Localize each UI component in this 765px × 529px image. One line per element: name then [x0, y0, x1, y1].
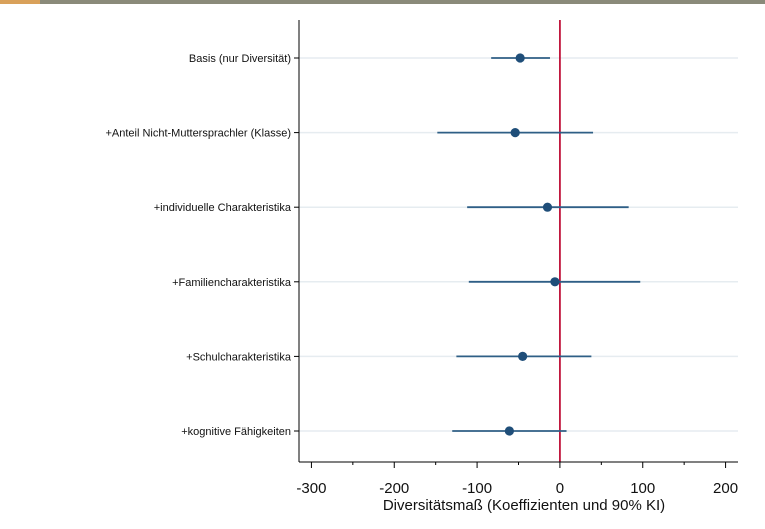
x-tick-label: 200: [713, 480, 738, 497]
point-estimate: [550, 277, 560, 287]
point-estimate: [518, 351, 528, 361]
grid-layer: [299, 57, 738, 432]
series-layer: [437, 53, 641, 436]
x-tick-label: -300: [296, 480, 326, 497]
x-tick-label: 0: [556, 480, 564, 497]
point-estimate: [515, 53, 525, 63]
category-label: +kognitive Fähigkeiten: [181, 426, 291, 438]
top-rule: [0, 0, 765, 4]
category-label: +Schulcharakteristika: [186, 351, 292, 363]
point-estimate: [504, 426, 514, 436]
axis-layer: Basis (nur Diversität) +Anteil Nicht-Mutt…: [105, 20, 738, 497]
category-label: Basis (nur Diversität): [189, 53, 291, 65]
x-tick-label: -100: [462, 480, 492, 497]
x-tick-label: -200: [379, 480, 409, 497]
point-estimate: [510, 128, 520, 138]
x-tick-label: 100: [630, 480, 655, 497]
category-label: +individuelle Charakteristika: [154, 202, 292, 214]
x-axis-title: Diversitätsmaß (Koeffizienten und 90% KI…: [383, 497, 665, 514]
top-accent: [0, 0, 40, 4]
point-estimate: [542, 202, 553, 212]
category-label: +Anteil Nicht-Muttersprachler (Klasse): [105, 128, 291, 140]
category-label: +Familiencharakteristika: [172, 277, 292, 289]
